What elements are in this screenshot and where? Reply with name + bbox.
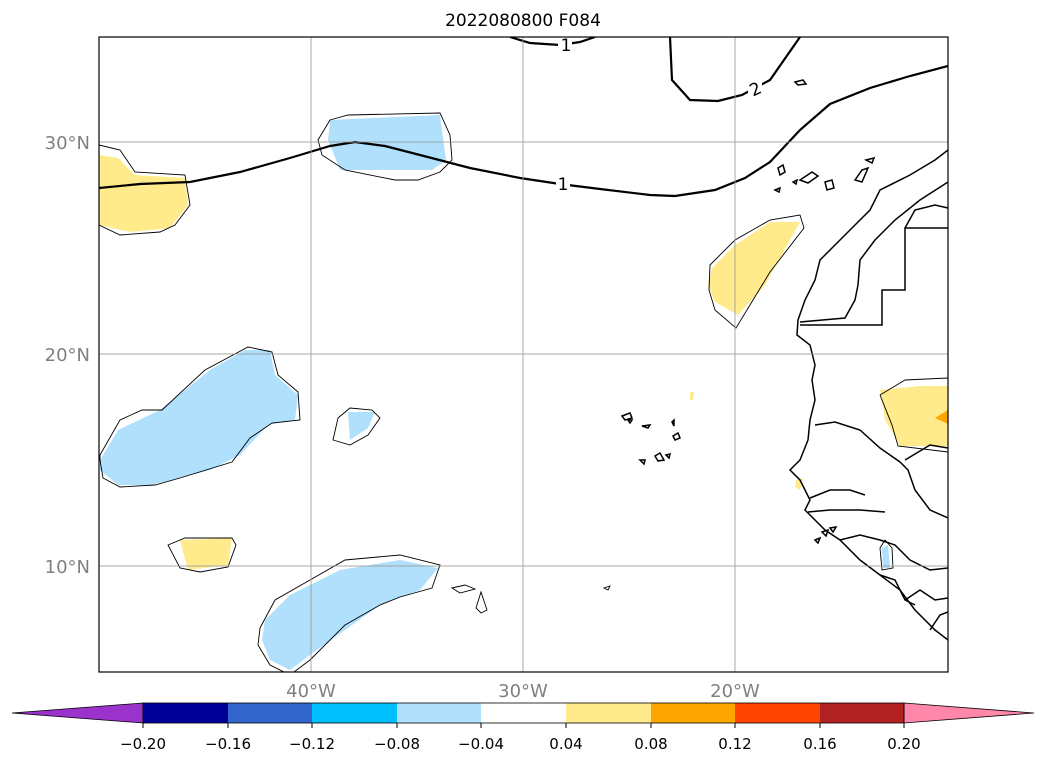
colorbar-segment	[228, 703, 312, 723]
anomaly-contours	[99, 112, 948, 672]
map-title: 2022080800 F084	[445, 11, 601, 31]
colorbar-extend-high	[903, 702, 1035, 724]
colorbar: −0.20 −0.16 −0.12 −0.08 −0.04 0.04 0.08 …	[11, 702, 1035, 753]
colorbar-segment	[735, 703, 820, 723]
gridlines	[99, 37, 948, 672]
lat-label-20n: 20°N	[45, 345, 90, 366]
lon-label-40w: 40°W	[286, 681, 336, 702]
map-area: 1 2 1	[99, 36, 948, 672]
contour-label-1-top: 1	[561, 36, 572, 56]
colorbar-segment	[143, 703, 228, 723]
colorbar-segment	[566, 703, 651, 723]
colorbar-tick-label: 0.08	[634, 735, 667, 753]
colorbar-tick-label: −0.08	[374, 735, 420, 753]
lat-label-30n: 30°N	[45, 133, 90, 154]
colorbar-tick-label: 0.04	[549, 735, 582, 753]
colorbar-tick-label: −0.20	[120, 735, 166, 753]
colorbar-segment	[651, 703, 735, 723]
lat-label-10n: 10°N	[45, 557, 90, 578]
colorbar-segment	[481, 703, 566, 723]
colorbar-tick-label: −0.04	[458, 735, 504, 753]
colorbar-segment	[820, 703, 904, 723]
colorbar-segment	[397, 703, 481, 723]
coastlines	[620, 79, 948, 641]
contour-label-group: 1 2 1	[556, 36, 765, 195]
colorbar-segment	[312, 703, 397, 723]
contour-label-1-main: 1	[558, 175, 569, 195]
colorbar-extend-low	[11, 702, 144, 724]
orange-anomaly-fill	[935, 410, 948, 424]
colorbar-tick-label: 0.20	[887, 735, 920, 753]
colorbar-tick-label: 0.12	[718, 735, 751, 753]
positive-anomaly-fills	[99, 155, 948, 570]
lon-label-30w: 30°W	[498, 681, 548, 702]
map-frame	[98, 36, 949, 673]
colorbar-tick-label: 0.16	[803, 735, 836, 753]
colorbar-tick-label: −0.16	[205, 735, 251, 753]
lon-label-20w: 20°W	[710, 681, 760, 702]
colorbar-tick-label: −0.12	[289, 735, 335, 753]
